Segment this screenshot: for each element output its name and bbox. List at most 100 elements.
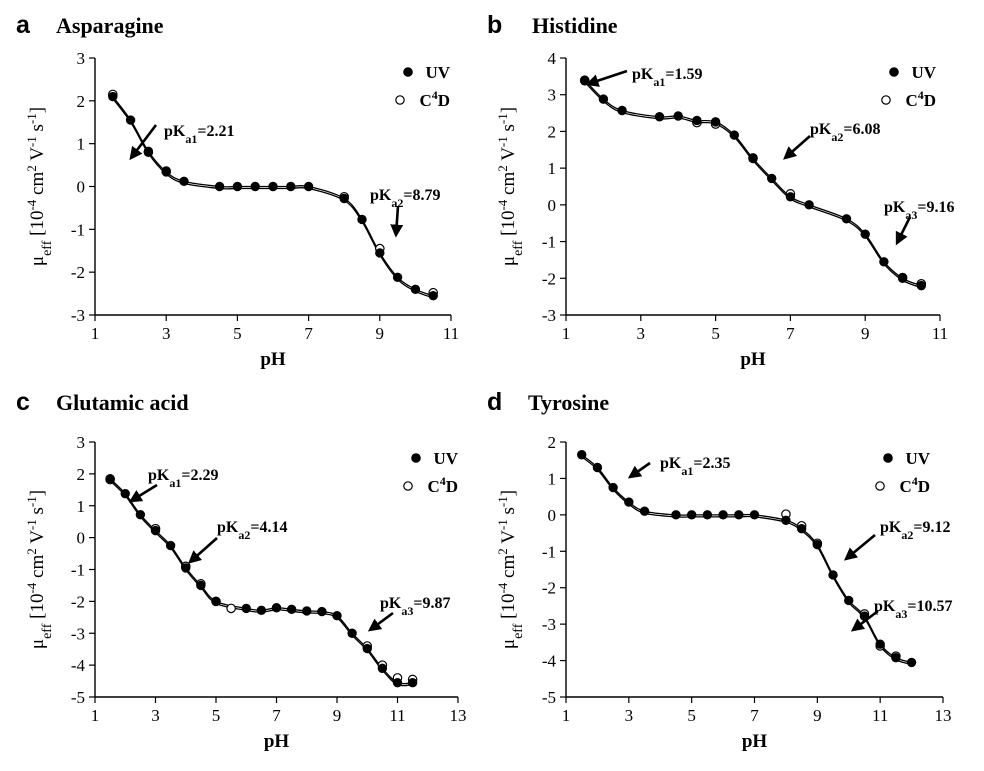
text-span: cm: [27, 172, 48, 200]
x-tick-label: 7: [750, 706, 759, 725]
text-span: V: [27, 147, 48, 165]
pka-annotation: pKa2=9.12: [880, 519, 950, 542]
uv-point: [120, 488, 130, 499]
fit-curve-c4d: [109, 480, 413, 687]
y-axis-title: μeff [10-4 cm2 V-1 s-1]: [24, 490, 55, 649]
text-span: C: [899, 477, 911, 496]
y-tick-label: 2: [77, 92, 86, 111]
uv-point: [428, 291, 438, 301]
pka-arrow: [843, 533, 876, 561]
text-span: =1.59: [665, 66, 702, 83]
text-span: -4: [24, 199, 39, 210]
text-span: pK: [810, 121, 832, 138]
x-tick-label: 9: [333, 706, 342, 725]
text-span: s: [27, 124, 48, 136]
text-span: -4: [495, 582, 510, 593]
y-tick-label: 4: [548, 49, 557, 68]
text-span: 4: [912, 474, 918, 488]
uv-point: [734, 510, 744, 520]
uv-point: [781, 515, 791, 526]
uv-point: [286, 604, 297, 615]
uv-point: [916, 280, 926, 291]
y-tick-label: -2: [542, 579, 556, 598]
text-span: a3: [895, 607, 907, 621]
text-span: =2.29: [181, 467, 218, 484]
pka-annotation: pKa1=2.21: [164, 123, 234, 146]
legend-marker-filled: [403, 67, 413, 77]
text-span: -1: [495, 519, 510, 530]
pka-arrow: [783, 135, 811, 160]
text-span: cm: [498, 172, 519, 200]
uv-point: [828, 570, 838, 580]
text-span: 4: [440, 474, 446, 488]
fit-curve-c4d: [584, 81, 922, 289]
text-span: =8.79: [403, 187, 440, 204]
x-tick-label: 7: [272, 706, 281, 725]
uv-point: [804, 200, 814, 210]
text-span: 4: [432, 88, 438, 102]
uv-point: [165, 540, 176, 551]
text-span: pK: [370, 187, 392, 204]
y-tick-label: 0: [548, 506, 557, 525]
uv-point: [375, 248, 385, 258]
text-span: s: [498, 507, 519, 519]
uv-point: [580, 75, 590, 85]
text-span: ]: [27, 490, 48, 496]
uv-point: [617, 105, 627, 116]
text-span: -1: [495, 136, 510, 147]
pka-arrow: [627, 461, 651, 479]
panel-title: Asparagine: [56, 13, 164, 38]
text-span: pK: [164, 123, 186, 140]
text-span: a2: [238, 528, 250, 542]
y-tick-label: -5: [542, 688, 556, 707]
text-span: a2: [901, 528, 913, 542]
y-tick-label: 1: [77, 135, 86, 154]
x-tick-label: 5: [711, 324, 720, 343]
x-tick-label: 11: [443, 324, 459, 343]
uv-point: [673, 111, 683, 121]
y-tick-label: -5: [71, 688, 85, 707]
uv-point: [748, 153, 758, 164]
pka-annotation: pKa1=2.29: [148, 467, 218, 490]
text-span: =10.57: [907, 598, 952, 615]
text-span: a2: [391, 196, 403, 210]
legend-marker-open: [403, 481, 413, 491]
uv-point: [897, 273, 908, 283]
y-tick-label: -1: [71, 561, 85, 580]
text-span: ]: [498, 490, 519, 496]
uv-point: [718, 510, 728, 520]
text-span: eff: [40, 240, 55, 256]
uv-point: [392, 272, 403, 283]
y-axis-title: μeff [10-4 cm2 V-1 s-1]: [495, 490, 526, 649]
uv-point: [347, 628, 357, 638]
text-span: pK: [660, 455, 682, 472]
uv-point: [105, 473, 115, 484]
y-tick-label: 2: [77, 465, 86, 484]
legend-label-c4d: C4D: [905, 88, 936, 110]
text-span: -1: [24, 136, 39, 147]
pka-annotation: pKa1=1.59: [632, 66, 702, 89]
uv-point: [232, 181, 243, 192]
y-tick-label: -1: [71, 220, 85, 239]
pka-arrow: [585, 69, 628, 87]
text-span: 2: [24, 165, 39, 172]
x-tick-label: 11: [389, 706, 405, 725]
pka-arrow: [188, 537, 218, 564]
uv-point: [860, 229, 870, 239]
text-span: pK: [148, 467, 170, 484]
x-tick-label: 11: [932, 324, 948, 343]
pka-annotation: pKa3=9.87: [380, 595, 450, 618]
uv-point: [710, 117, 721, 127]
x-tick-label: 1: [91, 324, 100, 343]
panel-a: a Asparagine 1 3 5 7 9 11 -3 -2 -1 0 1 2 3 pH μeff [10-4…: [16, 11, 459, 370]
panel-letter: d: [487, 388, 502, 416]
uv-point: [598, 94, 609, 104]
text-span: D: [446, 477, 458, 496]
x-tick-label: 3: [637, 324, 646, 343]
legend-marker-open: [395, 95, 405, 105]
text-span: a1: [185, 132, 197, 146]
x-tick-label: 13: [450, 706, 467, 725]
x-tick-label: 9: [861, 324, 870, 343]
text-span: a3: [401, 604, 413, 618]
